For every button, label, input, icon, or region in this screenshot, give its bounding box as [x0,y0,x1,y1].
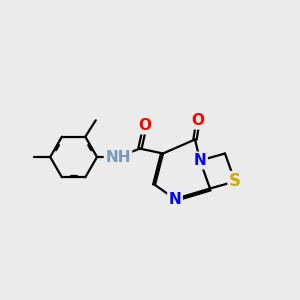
Text: O: O [139,118,152,133]
Text: O: O [191,113,205,128]
Text: S: S [229,172,241,190]
Text: NH: NH [105,149,131,164]
Text: N: N [169,191,182,206]
Text: N: N [194,153,206,168]
